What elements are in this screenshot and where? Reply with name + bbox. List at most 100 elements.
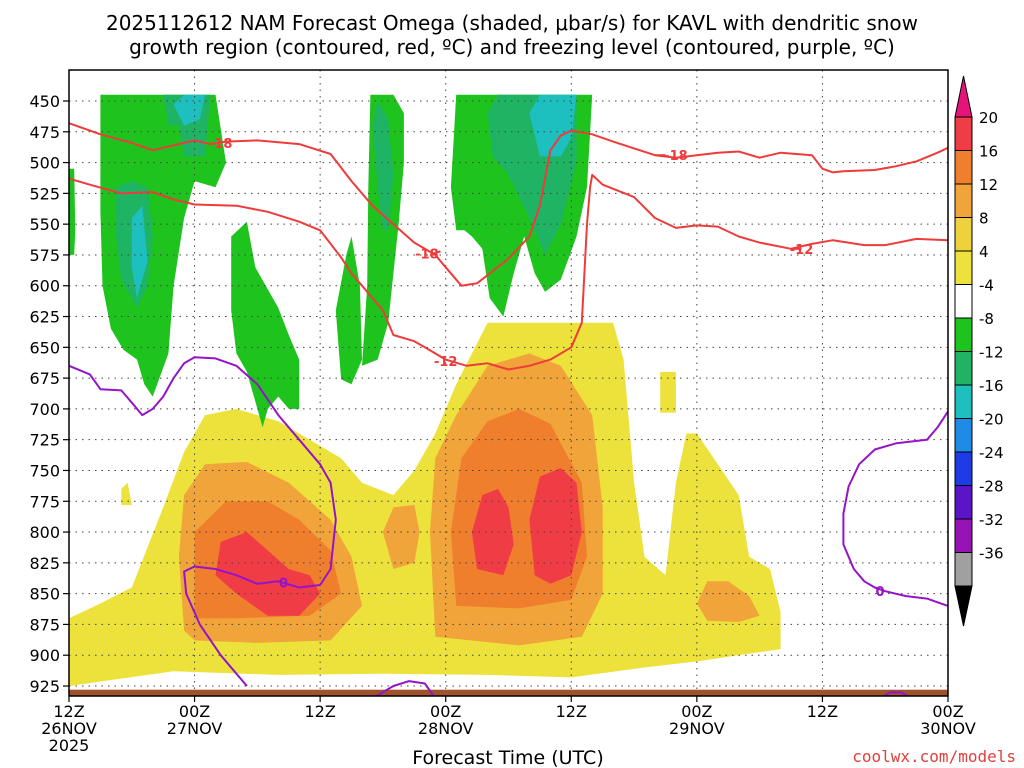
x-tick-label: 00Z (179, 702, 210, 721)
credit-text: coolwx.com/models (852, 747, 1016, 766)
colorbar-segment (954, 485, 973, 520)
terrain-fill (69, 689, 948, 696)
omega-region-22 (173, 94, 205, 126)
colorbar-segment (954, 250, 973, 285)
colorbar-segment (954, 183, 973, 218)
x-tick-label: 12Z (556, 702, 587, 721)
colorbar-segment (954, 518, 973, 553)
contour-label: -18 (664, 149, 688, 164)
omega-region-9 (215, 532, 321, 616)
y-tick-label: 800 (29, 523, 60, 542)
x-tick-label: 00Z (681, 702, 712, 721)
dendritic-contour-0 (69, 122, 948, 287)
y-tick-label: 575 (29, 246, 60, 265)
terrain-layer (69, 689, 948, 696)
y-tick-label: 450 (29, 92, 60, 111)
x-tick-label: 26NOV (41, 719, 97, 738)
colorbar-label: 16 (979, 143, 998, 161)
colorbar-segment (954, 217, 973, 252)
contour-label: 0 (875, 585, 884, 600)
colorbar-segment (954, 418, 973, 453)
colorbar-bottom-arrow (954, 585, 973, 627)
colorbar-label: -36 (979, 545, 1004, 563)
contour-label: -12 (790, 243, 814, 258)
colorbar: 20 16 12 8 4 -4 -8 -12 -16 -20 -24 -28 -32 -36 (954, 75, 1004, 627)
dendritic-contour-3 (69, 173, 948, 371)
y-tick-label: 925 (29, 677, 60, 696)
x-tick-label: 12Z (807, 702, 838, 721)
colorbar-label: -28 (979, 478, 1004, 496)
freezing-level-contour-7 (842, 410, 948, 607)
x-tick-label: 12Z (53, 702, 84, 721)
x-tick-label: 29NOV (669, 719, 725, 738)
omega-region-17 (69, 168, 76, 255)
chart-title-line-2: growth region (contoured, red, ºC) and f… (129, 35, 895, 59)
x-tick-label: 28NOV (418, 719, 474, 738)
colorbar-label: -16 (979, 377, 1004, 395)
y-tick-label: 725 (29, 431, 60, 450)
y-axis: 450 475 500 525 550 575 600 625 650 675 700 725 750 7… (29, 92, 69, 696)
chart-title-line-1: 2025112612 NAM Forecast Omega (shaded, μ… (106, 11, 918, 35)
omega-region-20 (372, 101, 394, 231)
y-tick-label: 600 (29, 277, 60, 296)
y-tick-label: 625 (29, 308, 60, 327)
freezing-level-contour-5 (69, 356, 337, 687)
colorbar-segment (954, 116, 973, 151)
colorbar-segment (954, 317, 973, 352)
y-tick-label: 875 (29, 615, 60, 634)
colorbar-label: -20 (979, 411, 1004, 429)
colorbar-segment (954, 351, 973, 386)
contour-label: -18 (209, 137, 233, 152)
colorbar-segment (954, 284, 973, 319)
colorbar-segment (954, 384, 973, 419)
x-tick-label: 00Z (932, 702, 963, 721)
x-tick-label: 2025 (49, 736, 90, 755)
contour-label: -12 (434, 355, 458, 370)
colorbar-label: 12 (979, 176, 998, 194)
x-axis-label: Forecast Time (UTC) (412, 747, 603, 768)
contour-lines (69, 122, 948, 696)
y-tick-label: 525 (29, 184, 60, 203)
grid-lines (69, 70, 948, 696)
x-tick-label: 30NOV (920, 719, 976, 738)
x-tick-label: 12Z (304, 702, 335, 721)
y-tick-label: 825 (29, 554, 60, 573)
colorbar-label: -4 (979, 277, 994, 295)
omega-region-1 (660, 371, 676, 413)
colorbar-segment (954, 150, 973, 185)
omega-region-6 (696, 581, 760, 622)
colorbar-segment (954, 552, 973, 587)
dendritic-contour-1 (429, 250, 441, 256)
x-tick-label: 27NOV (167, 719, 223, 738)
y-tick-label: 675 (29, 369, 60, 388)
y-tick-label: 650 (29, 338, 60, 357)
y-tick-label: 775 (29, 492, 60, 511)
y-tick-label: 750 (29, 461, 60, 480)
omega-region-4 (382, 505, 420, 569)
plot-frame (68, 69, 949, 697)
x-tick-label: 00Z (430, 702, 461, 721)
colorbar-top-arrow (954, 75, 973, 118)
freezing-level-contour-6 (374, 680, 435, 696)
y-tick-label: 500 (29, 154, 60, 173)
y-tick-label: 850 (29, 585, 60, 604)
contour-labels: -18 -18 -18 -12 -12 0 0 (209, 137, 885, 600)
omega-region-24 (529, 94, 577, 157)
omega-region-2 (121, 482, 132, 505)
colorbar-segment (954, 451, 973, 486)
colorbar-label: -32 (979, 511, 1004, 529)
colorbar-label: 20 (979, 109, 998, 127)
colorbar-label: 8 (979, 210, 989, 228)
omega-region-12 (100, 94, 226, 397)
colorbar-label: -24 (979, 444, 1004, 462)
y-tick-label: 700 (29, 400, 60, 419)
omega-shading (69, 94, 781, 686)
omega-region-11 (529, 468, 582, 584)
y-tick-label: 900 (29, 646, 60, 665)
omega-region-23 (131, 205, 148, 299)
colorbar-label: -8 (979, 310, 994, 328)
contour-label: 0 (279, 577, 288, 592)
colorbar-label: -12 (979, 344, 1004, 362)
